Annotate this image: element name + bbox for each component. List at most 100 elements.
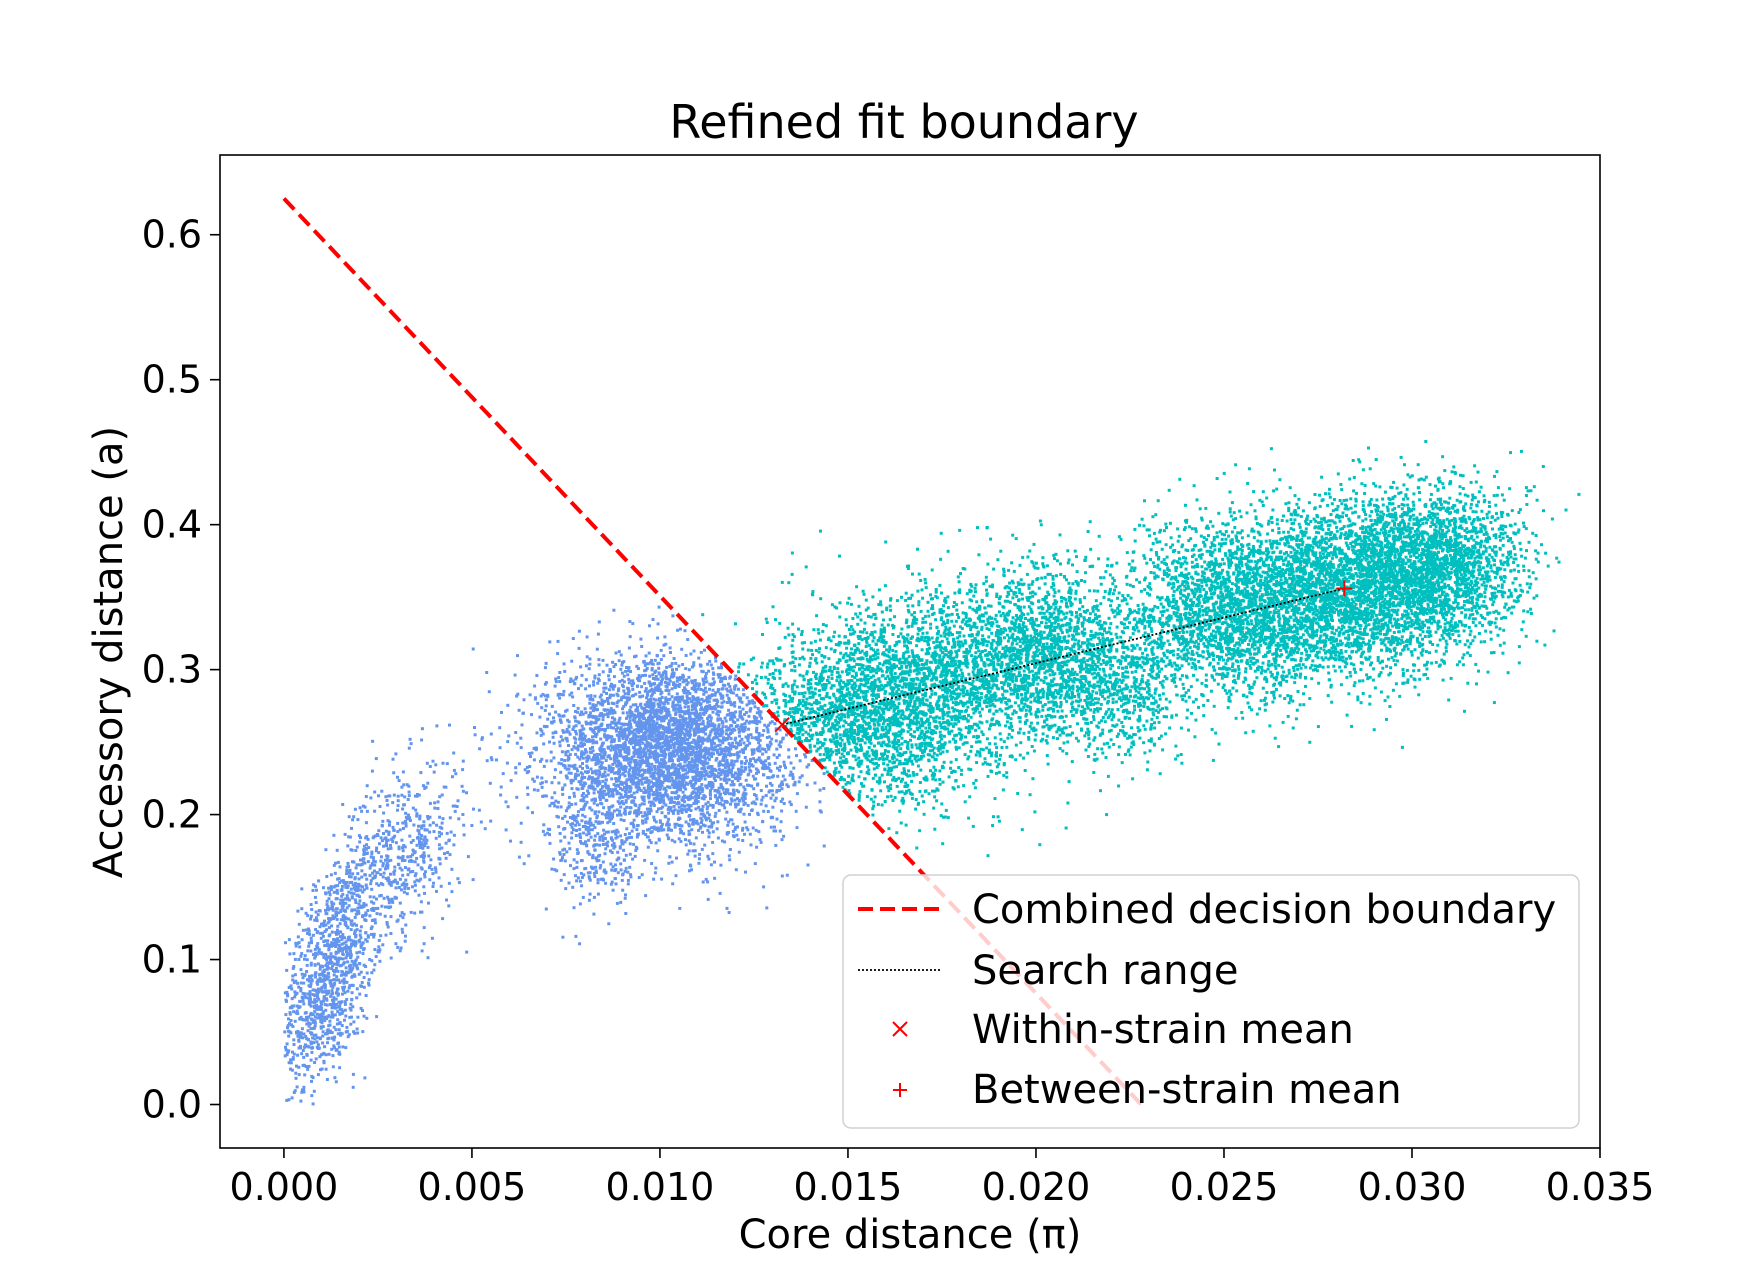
- within-point: [749, 759, 752, 762]
- within-point: [302, 1049, 305, 1052]
- within-point: [556, 652, 559, 655]
- within-point: [461, 813, 464, 816]
- within-point: [331, 1054, 334, 1057]
- within-point: [761, 734, 764, 737]
- within-point: [373, 963, 376, 966]
- within-point: [402, 803, 405, 806]
- within-point: [618, 659, 621, 662]
- within-point: [446, 832, 449, 835]
- within-point: [397, 919, 400, 922]
- within-point: [681, 737, 684, 740]
- within-point: [344, 947, 347, 950]
- within-point: [633, 819, 636, 822]
- within-point: [354, 901, 357, 904]
- within-point: [303, 1033, 306, 1036]
- within-point: [351, 967, 354, 970]
- within-point: [306, 914, 309, 917]
- within-point: [334, 884, 337, 887]
- within-point: [317, 1073, 320, 1076]
- within-point: [602, 659, 605, 662]
- within-point: [612, 727, 615, 730]
- within-point: [341, 1012, 344, 1015]
- within-point: [653, 691, 656, 694]
- within-point: [447, 839, 450, 842]
- within-point: [691, 666, 694, 669]
- within-point: [428, 878, 431, 881]
- within-point: [478, 747, 481, 750]
- within-point: [774, 762, 777, 765]
- within-point: [322, 1030, 325, 1033]
- within-point: [336, 878, 339, 881]
- within-point: [384, 795, 387, 798]
- within-point: [303, 1064, 306, 1067]
- within-point: [711, 728, 714, 731]
- within-point: [402, 855, 405, 858]
- within-point: [744, 802, 747, 805]
- within-point: [594, 734, 597, 737]
- within-point: [563, 759, 566, 762]
- within-point: [735, 725, 738, 728]
- within-point: [726, 831, 729, 834]
- within-point: [544, 709, 547, 712]
- within-point: [320, 965, 323, 968]
- within-point: [355, 958, 358, 961]
- within-point: [384, 836, 387, 839]
- within-point: [557, 713, 560, 716]
- within-point: [301, 996, 304, 999]
- within-point: [382, 845, 385, 848]
- within-point: [662, 828, 665, 831]
- within-point: [774, 844, 777, 847]
- within-point: [531, 752, 534, 755]
- within-point: [606, 664, 609, 667]
- within-point: [371, 919, 374, 922]
- within-point: [577, 707, 580, 710]
- within-point: [390, 915, 393, 918]
- within-point: [539, 728, 542, 731]
- within-point: [676, 684, 679, 687]
- within-point: [330, 941, 333, 944]
- within-point: [689, 842, 692, 845]
- within-point: [373, 933, 376, 936]
- within-point: [418, 894, 421, 897]
- within-point: [433, 807, 436, 810]
- within-point: [310, 1047, 313, 1050]
- within-point: [605, 779, 608, 782]
- within-point: [578, 647, 581, 650]
- within-point: [750, 733, 753, 736]
- within-point: [370, 959, 373, 962]
- within-point: [611, 661, 614, 664]
- within-point: [740, 772, 743, 775]
- within-point: [375, 1015, 378, 1018]
- within-point: [302, 1056, 305, 1059]
- within-point: [454, 810, 457, 813]
- within-point: [730, 759, 733, 762]
- within-point: [685, 654, 688, 657]
- within-point: [661, 823, 664, 826]
- within-point: [391, 900, 394, 903]
- within-point: [557, 640, 560, 643]
- within-point: [643, 682, 646, 685]
- within-point: [488, 690, 491, 693]
- within-point: [585, 678, 588, 681]
- within-point: [324, 892, 327, 895]
- within-point: [316, 919, 319, 922]
- within-point: [794, 747, 797, 750]
- within-point: [681, 765, 684, 768]
- within-point: [417, 825, 420, 828]
- within-point: [671, 882, 674, 885]
- within-point: [572, 704, 575, 707]
- within-point: [683, 686, 686, 689]
- within-point: [403, 913, 406, 916]
- within-point: [353, 887, 356, 890]
- within-point: [558, 671, 561, 674]
- within-point: [442, 817, 445, 820]
- within-point: [609, 685, 612, 688]
- within-point: [715, 759, 718, 762]
- within-point: [380, 855, 383, 858]
- within-point: [349, 848, 352, 851]
- within-point: [683, 784, 686, 787]
- within-point: [792, 767, 795, 770]
- within-point: [738, 735, 741, 738]
- within-point: [656, 685, 659, 688]
- within-point: [654, 867, 657, 870]
